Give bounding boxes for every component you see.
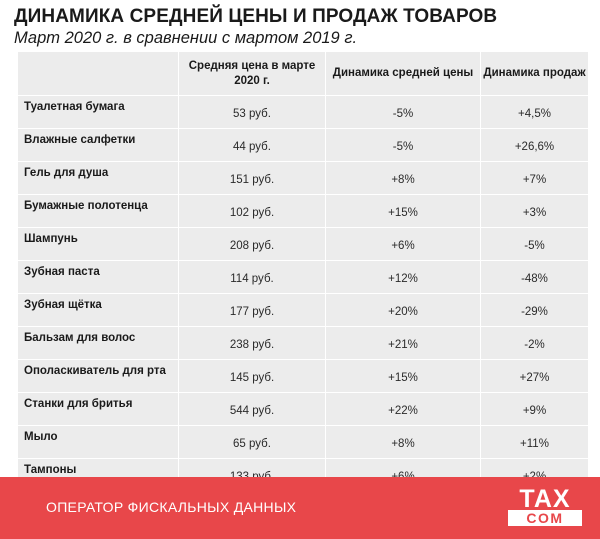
product-cell: Бумажные полотенца [17, 194, 179, 228]
price-change-cell: +8% [325, 425, 481, 459]
logo-text-bottom: COM [508, 510, 582, 526]
price-change-cell: +8% [325, 161, 481, 195]
sales-change-cell: +26,6% [480, 128, 589, 162]
price-cell: 102 руб. [178, 194, 326, 228]
price-change-cell: +15% [325, 194, 481, 228]
sales-change-cell: +3% [480, 194, 589, 228]
sales-change-cell: -48% [480, 260, 589, 294]
price-change-cell: +21% [325, 326, 481, 360]
sales-change-cell: -2% [480, 326, 589, 360]
sales-change-cell: +27% [480, 359, 589, 393]
sales-change-cell: +9% [480, 392, 589, 426]
table-row: Бальзам для волос 238 руб. +21% -2% [17, 326, 589, 360]
taxcom-logo: TAX COM [506, 485, 584, 528]
sales-change-cell: -29% [480, 293, 589, 327]
price-cell: 65 руб. [178, 425, 326, 459]
header-product [17, 51, 179, 96]
price-cell: 151 руб. [178, 161, 326, 195]
logo-text-top: TAX [519, 485, 571, 513]
sales-change-cell: +11% [480, 425, 589, 459]
table-row: Ополаскиватель для рта 145 руб. +15% +27% [17, 359, 589, 393]
price-change-cell: +22% [325, 392, 481, 426]
price-change-cell: -5% [325, 128, 481, 162]
price-cell: 53 руб. [178, 95, 326, 129]
footer-banner: ОПЕРАТОР ФИСКАЛЬНЫХ ДАННЫХ TAX COM [0, 477, 600, 539]
header-sales-change: Динамика продаж [480, 51, 589, 96]
price-change-cell: +15% [325, 359, 481, 393]
price-cell: 544 руб. [178, 392, 326, 426]
page-subtitle: Март 2020 г. в сравнении с мартом 2019 г… [14, 29, 358, 47]
table-row: Гель для душа 151 руб. +8% +7% [17, 161, 589, 195]
product-cell: Ополаскиватель для рта [17, 359, 179, 393]
price-cell: 114 руб. [178, 260, 326, 294]
product-cell: Зубная паста [17, 260, 179, 294]
footer-text: ОПЕРАТОР ФИСКАЛЬНЫХ ДАННЫХ [46, 499, 297, 515]
table-row: Бумажные полотенца 102 руб. +15% +3% [17, 194, 589, 228]
product-cell: Гель для душа [17, 161, 179, 195]
price-change-cell: -5% [325, 95, 481, 129]
sales-change-cell: -5% [480, 227, 589, 261]
price-change-cell: +6% [325, 227, 481, 261]
price-cell: 177 руб. [178, 293, 326, 327]
product-cell: Бальзам для волос [17, 326, 179, 360]
price-change-cell: +12% [325, 260, 481, 294]
table-row: Шампунь 208 руб. +6% -5% [17, 227, 589, 261]
price-sales-table: Средняя цена в марте 2020 г. Динамика ср… [17, 51, 589, 525]
page-title: ДИНАМИКА СРЕДНЕЙ ЦЕНЫ И ПРОДАЖ ТОВАРОВ [14, 6, 498, 27]
product-cell: Мыло [17, 425, 179, 459]
product-cell: Станки для бритья [17, 392, 179, 426]
table-row: Влажные салфетки 44 руб. -5% +26,6% [17, 128, 589, 162]
product-cell: Влажные салфетки [17, 128, 179, 162]
header-avg-price: Средняя цена в марте 2020 г. [178, 51, 326, 96]
price-cell: 145 руб. [178, 359, 326, 393]
table-row: Зубная щётка 177 руб. +20% -29% [17, 293, 589, 327]
sales-change-cell: +4,5% [480, 95, 589, 129]
table-row: Туалетная бумага 53 руб. -5% +4,5% [17, 95, 589, 129]
price-cell: 44 руб. [178, 128, 326, 162]
price-change-cell: +20% [325, 293, 481, 327]
price-cell: 238 руб. [178, 326, 326, 360]
sales-change-cell: +7% [480, 161, 589, 195]
price-cell: 208 руб. [178, 227, 326, 261]
table-header-row: Средняя цена в марте 2020 г. Динамика ср… [17, 51, 589, 96]
product-cell: Шампунь [17, 227, 179, 261]
table-row: Станки для бритья 544 руб. +22% +9% [17, 392, 589, 426]
table-row: Мыло 65 руб. +8% +11% [17, 425, 589, 459]
product-cell: Зубная щётка [17, 293, 179, 327]
table-row: Зубная паста 114 руб. +12% -48% [17, 260, 589, 294]
header-price-change: Динамика средней цены [325, 51, 481, 96]
product-cell: Туалетная бумага [17, 95, 179, 129]
